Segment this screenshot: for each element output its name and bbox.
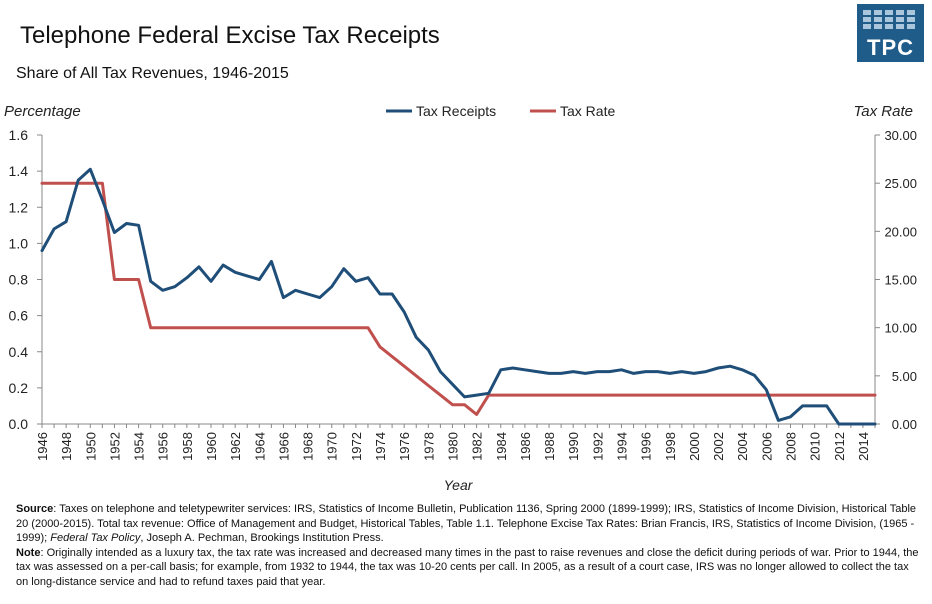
logo-grid-cell [874, 24, 882, 29]
chart-footer: Source: Taxes on telephone and teletypew… [16, 502, 922, 590]
logo-grid-cell [907, 17, 915, 22]
source-text-2: , Joseph A. Pechman, Brookings Instituti… [140, 532, 384, 545]
source-label: Source [16, 503, 54, 515]
x-tick-label: 1998 [663, 432, 678, 461]
logo-grid-cell [874, 10, 882, 15]
legend-label-1: Tax Rate [560, 103, 615, 119]
y-right-tick-label: 20.00 [884, 224, 917, 239]
x-tick-label: 2012 [832, 432, 847, 461]
logo-text: TPC [867, 35, 914, 60]
x-tick-label: 1988 [542, 432, 557, 461]
line-chart: 0.0 0.2 0.4 0.6 0.8 1.0 1.2 1.4 1.6 0.00 5.00 10.00… [4, 103, 917, 493]
y-right-tick-label: 0.00 [892, 417, 917, 432]
y-right-tick-label: 15.00 [884, 273, 917, 288]
logo-grid-cell [885, 17, 893, 22]
logo-grid-cell [885, 24, 893, 29]
x-tick-label: 1960 [204, 432, 219, 461]
x-tick-label: 2006 [759, 432, 774, 461]
y-right-tick-label: 25.00 [884, 176, 917, 191]
x-tick-label: 1994 [614, 432, 629, 461]
y-left-tick-label: 0.6 [9, 308, 29, 324]
y-left-tick-label: 0.0 [9, 416, 29, 432]
x-tick-label: 1990 [566, 432, 581, 461]
x-tick-label: 1956 [156, 432, 171, 461]
x-axis-title: Year [444, 477, 474, 493]
x-tick-label: 1968 [301, 432, 316, 461]
chart-title: Telephone Federal Excise Tax Receipts [20, 22, 440, 49]
x-tick-label: 1964 [252, 432, 267, 461]
series-line-tax-receipts [40, 167, 877, 426]
y-left-tick-label: 0.2 [9, 380, 29, 396]
logo-grid-cell [896, 10, 904, 15]
y-right-tick-label: 10.00 [884, 321, 917, 336]
logo-grid-cell [863, 17, 871, 22]
x-tick-label: 1982 [470, 432, 485, 461]
x-tick-label: 1970 [325, 432, 340, 461]
logo-grid-cell [874, 17, 882, 22]
x-tick-label: 1946 [35, 432, 50, 461]
source-italic: Federal Tax Policy [50, 532, 141, 545]
legend-label-0: Tax Receipts [416, 103, 496, 119]
x-tick-label: 1950 [83, 432, 98, 461]
y-left-tick-label: 1.6 [9, 127, 29, 143]
note: Note: Originally intended as a luxury ta… [16, 546, 922, 590]
logo-grid-cell [907, 24, 915, 29]
logo-grid-cell [863, 10, 871, 15]
y-right-tick-label: 5.00 [892, 369, 917, 384]
x-tick-label: 1986 [518, 432, 533, 461]
tpc-logo: TPC [857, 4, 924, 62]
y-right-tick-label: 30.00 [884, 128, 917, 143]
x-tick-label: 1972 [349, 432, 364, 461]
y-left-tick-label: 1.0 [9, 235, 29, 251]
x-tick-label: 2010 [808, 432, 823, 461]
x-tick-label: 1948 [59, 432, 74, 461]
logo-grid-cell [896, 17, 904, 22]
x-tick-label: 2004 [735, 432, 750, 461]
logo-grid-cell [907, 10, 915, 15]
y-left-tick-label: 1.4 [9, 163, 29, 179]
x-tick-label: 2008 [783, 432, 798, 461]
chart-subtitle: Share of All Tax Revenues, 1946-2015 [16, 65, 289, 82]
note-label: Note [16, 546, 41, 559]
logo-grid-cell [863, 24, 871, 29]
series-line-tax-rate [40, 181, 877, 416]
y-left-tick-label: 1.2 [9, 199, 29, 215]
x-tick-label: 1996 [639, 432, 654, 461]
y-left-tick-label: 0.4 [9, 344, 29, 360]
logo-grid-cell [896, 24, 904, 29]
x-tick-label: 1974 [373, 432, 388, 461]
y-left-axis-title: Percentage [4, 103, 81, 120]
x-tick-label: 1976 [397, 432, 412, 461]
logo-grid-cell [885, 10, 893, 15]
x-tick-label: 1984 [494, 432, 509, 461]
x-tick-label: 1952 [107, 432, 122, 461]
note-text: : Originally intended as a luxury tax, t… [16, 546, 919, 588]
y-right-axis-title: Tax Rate [854, 103, 913, 120]
x-tick-label: 1978 [421, 432, 436, 461]
x-tick-label: 2014 [856, 432, 871, 461]
y-left-tick-label: 0.8 [9, 272, 29, 288]
x-tick-label: 1966 [276, 432, 291, 461]
source-text-1: : Taxes on telephone and teletypewriter … [16, 503, 917, 545]
x-tick-label: 1980 [445, 432, 460, 461]
x-tick-label: 2002 [711, 432, 726, 461]
x-tick-label: 1962 [228, 432, 243, 461]
x-tick-label: 1992 [590, 432, 605, 461]
x-tick-label: 1954 [132, 432, 147, 461]
x-tick-label: 1958 [180, 432, 195, 461]
x-tick-label: 2000 [687, 432, 702, 461]
source-note: Source: Taxes on telephone and teletypew… [16, 502, 922, 546]
